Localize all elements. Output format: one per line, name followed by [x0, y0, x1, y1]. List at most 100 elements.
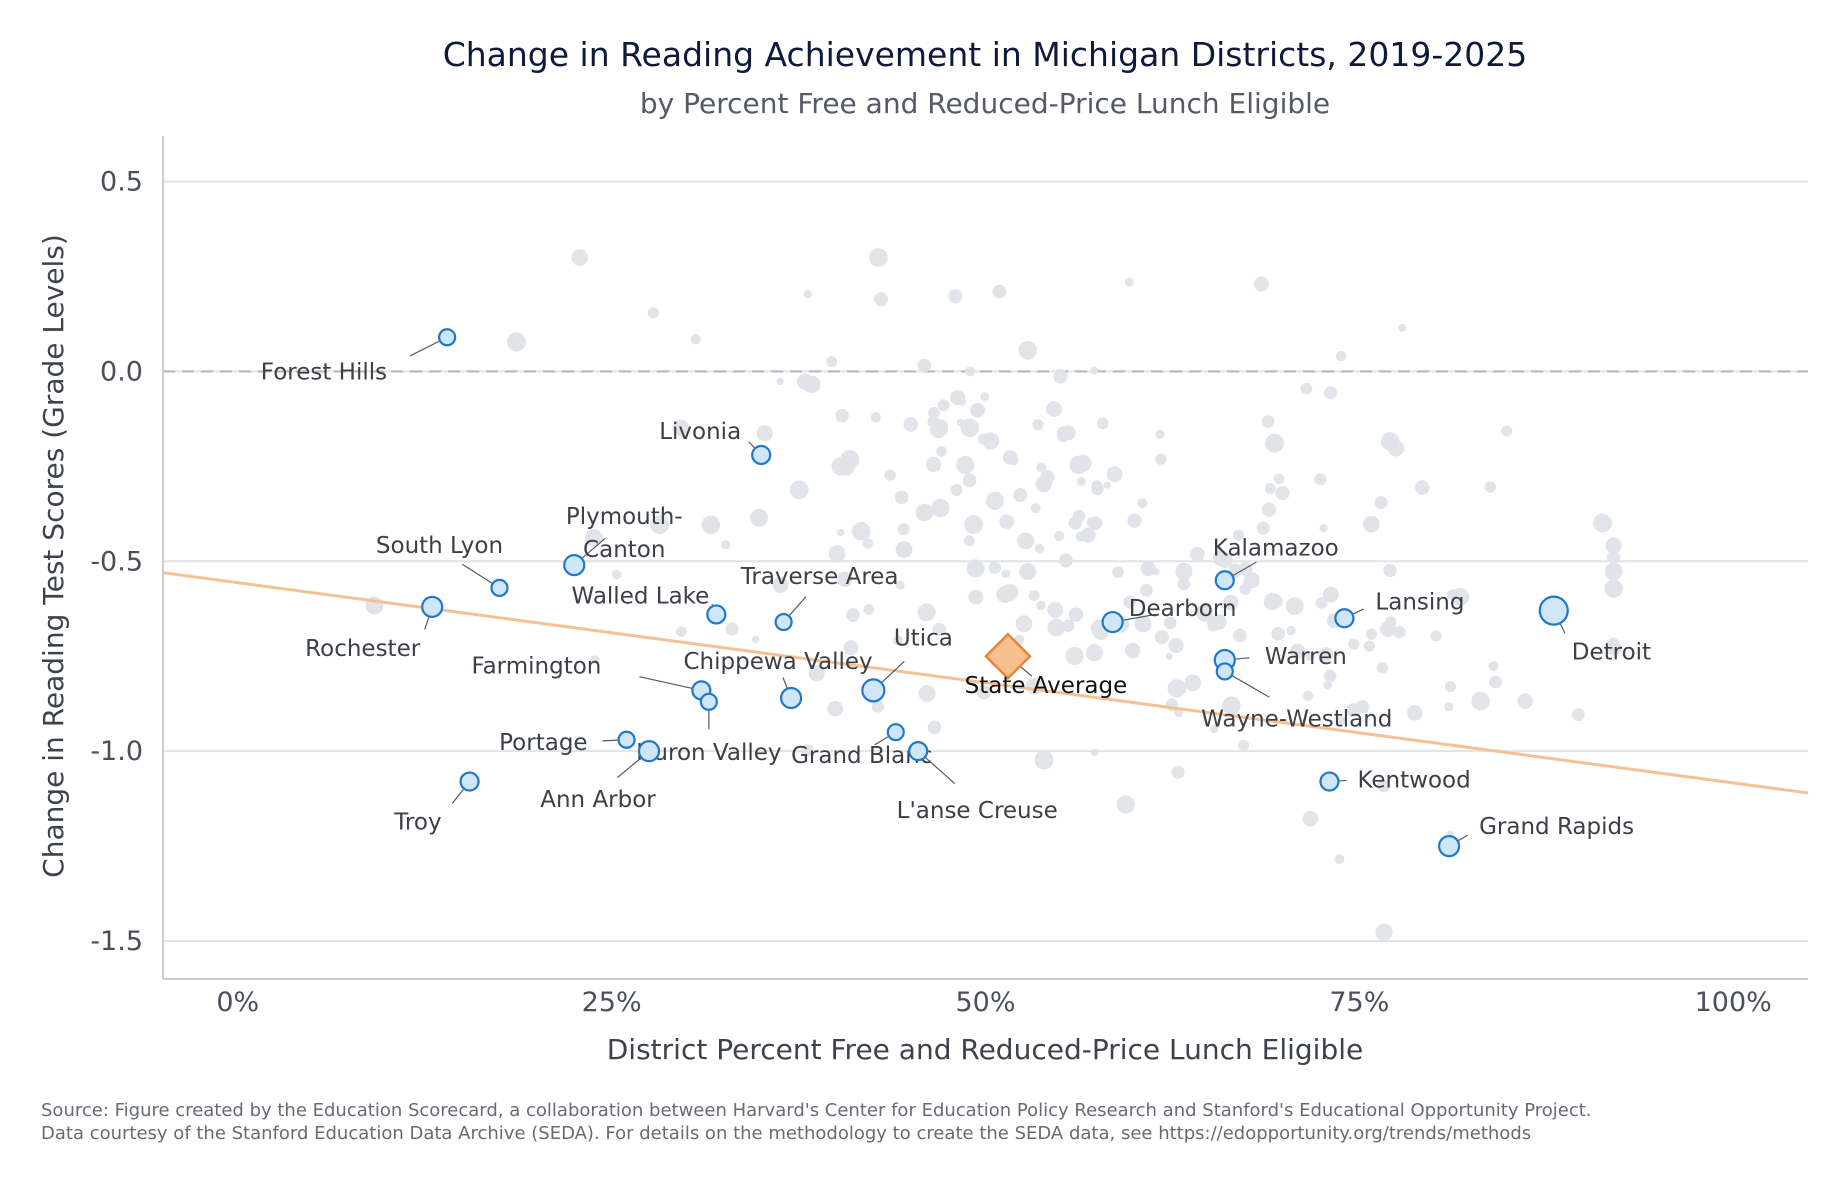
background-district-point	[1322, 586, 1339, 603]
background-district-point	[1415, 480, 1430, 495]
background-district-point	[1273, 473, 1285, 485]
background-district-point	[1001, 569, 1011, 578]
background-district-point	[1380, 432, 1400, 451]
y-tick-label: -0.5	[90, 546, 143, 577]
background-district-point	[964, 515, 984, 534]
background-district-point	[870, 412, 881, 423]
background-district-point	[1263, 592, 1282, 611]
y-tick-label: 0.0	[100, 356, 143, 387]
background-district-point	[1318, 647, 1333, 662]
background-district-point	[827, 700, 844, 717]
background-district-point	[1112, 566, 1124, 578]
background-district-point	[1300, 382, 1313, 395]
state-average-marker	[984, 632, 1032, 680]
source-note-line2: Data courtesy of the Stanford Education …	[41, 1123, 1531, 1144]
label-leader-line	[639, 676, 702, 691]
background-district-point	[1034, 750, 1054, 770]
background-district-point	[1374, 496, 1388, 510]
state-average-label: State Average	[965, 673, 1128, 699]
x-tick-label: 100%	[1695, 987, 1772, 1018]
background-district-point	[1072, 509, 1086, 523]
background-district-point	[996, 585, 1014, 603]
background-district-point	[789, 480, 809, 500]
background-district-point	[803, 289, 812, 299]
background-district-point	[676, 626, 687, 637]
background-district-point	[1088, 516, 1103, 531]
district-label: Kentwood	[1357, 768, 1470, 794]
background-district-point	[826, 356, 838, 368]
background-district-point	[1058, 553, 1073, 568]
background-district-point	[1275, 485, 1290, 501]
highlighted-district-point	[1215, 662, 1234, 681]
background-district-point	[925, 456, 942, 473]
background-district-point	[1139, 583, 1153, 597]
background-district-point	[1238, 739, 1250, 751]
background-district-point	[837, 528, 845, 537]
background-district-point	[1606, 550, 1621, 565]
background-district-point	[871, 700, 885, 713]
district-label: Traverse Area	[740, 564, 899, 590]
background-district-point	[801, 744, 814, 757]
background-district-point	[965, 366, 976, 377]
background-district-point	[1302, 690, 1314, 701]
background-district-point	[1290, 643, 1306, 659]
background-district-point	[1285, 597, 1304, 616]
background-district-point	[1189, 546, 1205, 562]
background-district-point	[1334, 854, 1345, 864]
highlighted-district-point	[1319, 771, 1340, 792]
background-district-point	[1068, 607, 1084, 622]
background-district-point	[999, 514, 1015, 530]
background-district-point	[966, 559, 985, 578]
background-district-point	[756, 425, 773, 442]
background-district-point	[895, 580, 905, 590]
background-district-point	[837, 571, 853, 588]
background-district-point	[1261, 502, 1277, 517]
background-district-point	[960, 418, 980, 438]
background-district-point	[1222, 696, 1241, 715]
background-district-point	[1032, 419, 1044, 431]
background-district-point	[1264, 483, 1276, 495]
background-points	[365, 248, 1623, 941]
highlighted-district-point	[1437, 834, 1461, 858]
district-label: Portage	[499, 730, 587, 756]
background-district-point	[1398, 323, 1407, 332]
x-tick-label: 75%	[1329, 987, 1389, 1018]
background-district-point	[1090, 748, 1099, 757]
background-district-point	[1363, 640, 1375, 652]
background-district-point	[835, 408, 849, 423]
background-district-point	[1484, 481, 1496, 493]
background-district-point	[1212, 550, 1229, 566]
background-district-point	[1091, 480, 1103, 492]
background-district-point	[917, 358, 932, 373]
background-district-point	[1017, 532, 1035, 550]
background-district-point	[1302, 811, 1319, 827]
district-label: Forest Hills	[261, 359, 387, 385]
background-district-point	[1053, 369, 1068, 384]
background-district-point	[948, 289, 963, 304]
district-label: Walled Lake	[572, 583, 710, 609]
background-district-point	[869, 248, 888, 267]
district-label-line2: Canton	[583, 537, 665, 563]
background-district-point	[1056, 426, 1072, 441]
background-district-point	[1065, 646, 1084, 666]
background-district-point	[1375, 923, 1393, 941]
background-district-point	[672, 419, 690, 437]
background-district-point	[903, 417, 919, 432]
background-district-point	[1116, 795, 1135, 814]
background-district-point	[1451, 587, 1470, 606]
background-district-point	[1393, 626, 1406, 639]
background-district-point	[1471, 691, 1490, 711]
district-label: L'anse Creuse	[897, 798, 1058, 824]
background-district-point	[1075, 531, 1086, 542]
background-district-point	[937, 399, 950, 412]
background-district-point	[701, 515, 721, 535]
background-district-point	[1163, 616, 1177, 630]
background-district-point	[1123, 595, 1136, 609]
background-district-point	[1265, 433, 1284, 453]
background-district-point	[897, 523, 910, 536]
background-district-point	[1323, 669, 1337, 683]
background-district-point	[1604, 579, 1623, 598]
background-district-point	[1233, 628, 1247, 643]
district-label: Wayne-Westland	[1201, 706, 1392, 732]
district-label: Ann Arbor	[540, 787, 656, 813]
